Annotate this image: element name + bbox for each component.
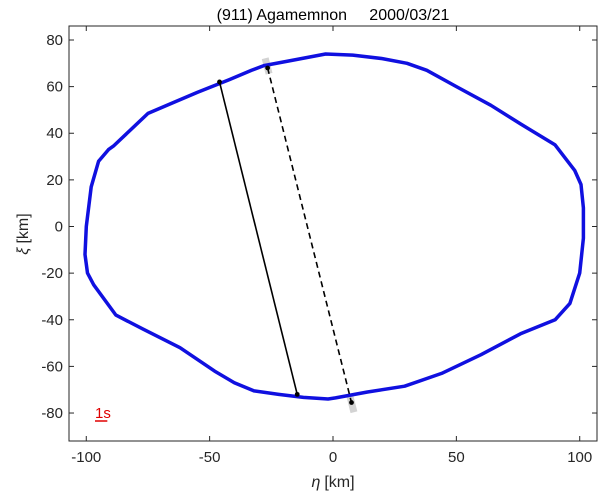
x-axis-unit: [km] — [324, 474, 354, 491]
y-tick-label: -80 — [41, 405, 63, 422]
chord-end-point — [349, 400, 354, 405]
x-tick-label: -50 — [199, 449, 221, 466]
y-tick-label: -60 — [41, 358, 63, 375]
chord-2-dashed — [266, 67, 353, 403]
y-axis-label: ξ [km] — [15, 213, 32, 254]
chord-1-solid — [218, 81, 299, 395]
y-tick-label: 0 — [55, 219, 63, 236]
asteroid-outline — [83, 52, 586, 401]
y-tick-label: 40 — [46, 125, 63, 142]
chord-start-point — [217, 79, 222, 85]
chart-title: (911) Agamemnon 2000/03/21 — [217, 7, 450, 24]
y-axis-unit: [km] — [15, 213, 32, 243]
x-axis-symbol: η — [311, 474, 320, 491]
x-tick-label: 100 — [567, 449, 592, 466]
plot-area — [68, 25, 598, 442]
x-tick-label: 50 — [448, 449, 465, 466]
y-tick-label: 20 — [46, 172, 63, 189]
y-tick-label: -40 — [41, 312, 63, 329]
occultation-chords — [217, 65, 354, 405]
chord-end-point — [294, 391, 300, 397]
x-axis-ticks: -100 -50 0 50 100 — [71, 26, 592, 466]
time-scale-bar: 1s — [95, 405, 111, 422]
scale-bar-label: 1s — [95, 405, 111, 422]
x-axis-label: η [km] — [311, 474, 354, 491]
x-tick-label: 0 — [329, 449, 337, 466]
y-axis-symbol: ξ — [15, 247, 32, 255]
y-axis-ticks: -80 -60 -40 -20 0 20 40 60 80 — [41, 32, 597, 422]
x-tick-label: -100 — [71, 449, 101, 466]
y-tick-label: 80 — [46, 32, 63, 49]
y-tick-label: 60 — [46, 79, 63, 96]
chord-start-point — [265, 65, 271, 71]
y-tick-label: -20 — [41, 265, 63, 282]
